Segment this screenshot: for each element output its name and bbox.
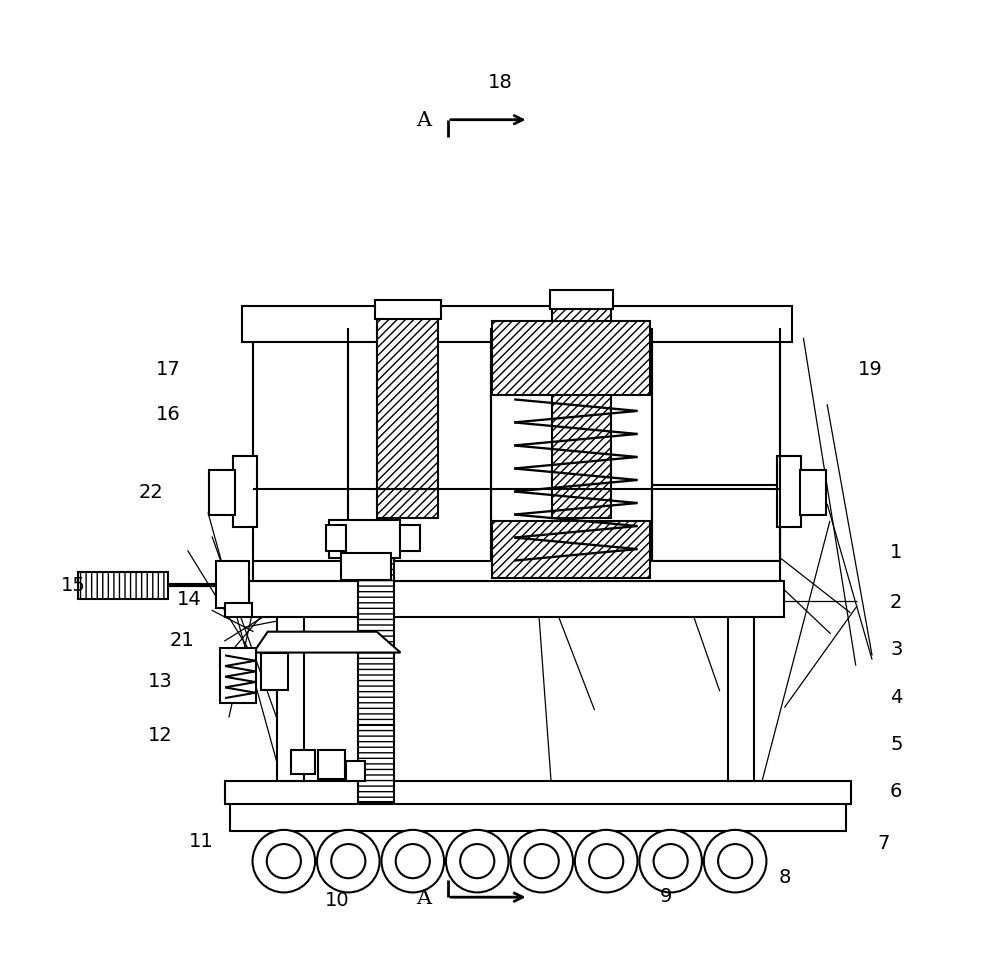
Circle shape	[639, 830, 702, 893]
Text: 19: 19	[857, 359, 882, 379]
Circle shape	[446, 830, 509, 893]
Bar	[253, 331, 780, 581]
Text: 10: 10	[325, 890, 349, 908]
Circle shape	[704, 830, 766, 893]
Circle shape	[718, 844, 752, 878]
Bar	[728, 615, 754, 780]
Bar	[230, 802, 846, 831]
Circle shape	[317, 830, 380, 893]
Circle shape	[381, 830, 444, 893]
Circle shape	[396, 844, 430, 878]
Polygon shape	[253, 632, 400, 653]
Bar	[375, 301, 441, 319]
Bar	[329, 520, 400, 558]
Bar	[233, 456, 257, 528]
Bar	[491, 319, 652, 579]
Circle shape	[575, 830, 637, 893]
Bar	[348, 329, 379, 561]
Bar	[277, 615, 304, 780]
Text: 2: 2	[890, 592, 902, 611]
Bar	[225, 604, 252, 618]
Text: 15: 15	[61, 576, 86, 594]
Text: 9: 9	[660, 886, 672, 905]
Circle shape	[460, 844, 494, 878]
Text: 1: 1	[890, 542, 902, 561]
Bar	[358, 725, 394, 802]
Text: 22: 22	[139, 482, 163, 502]
Bar	[253, 561, 780, 581]
Bar	[225, 780, 851, 804]
Bar	[261, 653, 288, 691]
Bar	[220, 648, 256, 703]
Text: 16: 16	[156, 405, 181, 424]
Circle shape	[253, 830, 315, 893]
Bar	[318, 751, 345, 778]
Text: 14: 14	[177, 589, 201, 608]
Bar	[216, 561, 249, 608]
Circle shape	[525, 844, 559, 878]
Bar	[377, 310, 438, 518]
Bar	[358, 523, 394, 727]
Text: 21: 21	[170, 630, 195, 649]
Text: 6: 6	[890, 781, 902, 801]
Bar	[346, 761, 365, 781]
Text: 4: 4	[890, 687, 902, 706]
Bar	[209, 470, 235, 515]
Bar	[492, 521, 650, 579]
Bar	[291, 751, 315, 775]
Text: 11: 11	[189, 831, 214, 850]
Text: A: A	[417, 888, 432, 907]
Bar	[492, 321, 650, 395]
Text: 13: 13	[148, 672, 173, 691]
Bar	[341, 554, 391, 579]
Text: 12: 12	[148, 725, 173, 744]
Circle shape	[589, 844, 623, 878]
Text: 17: 17	[156, 359, 181, 379]
Text: 18: 18	[488, 73, 512, 92]
Circle shape	[331, 844, 365, 878]
Bar	[777, 456, 801, 528]
Bar	[550, 291, 613, 310]
Text: 7: 7	[878, 833, 890, 851]
Text: 5: 5	[890, 734, 903, 753]
Text: 3: 3	[890, 640, 902, 658]
Bar	[400, 525, 420, 552]
Circle shape	[267, 844, 301, 878]
Bar	[249, 581, 784, 618]
Bar	[242, 307, 792, 342]
Circle shape	[654, 844, 688, 878]
Text: A: A	[417, 111, 432, 130]
Bar	[552, 301, 611, 518]
Bar	[652, 485, 780, 561]
Bar	[326, 525, 346, 552]
Bar	[78, 573, 168, 599]
Circle shape	[510, 830, 573, 893]
Bar	[800, 470, 826, 515]
Text: 8: 8	[778, 867, 791, 886]
